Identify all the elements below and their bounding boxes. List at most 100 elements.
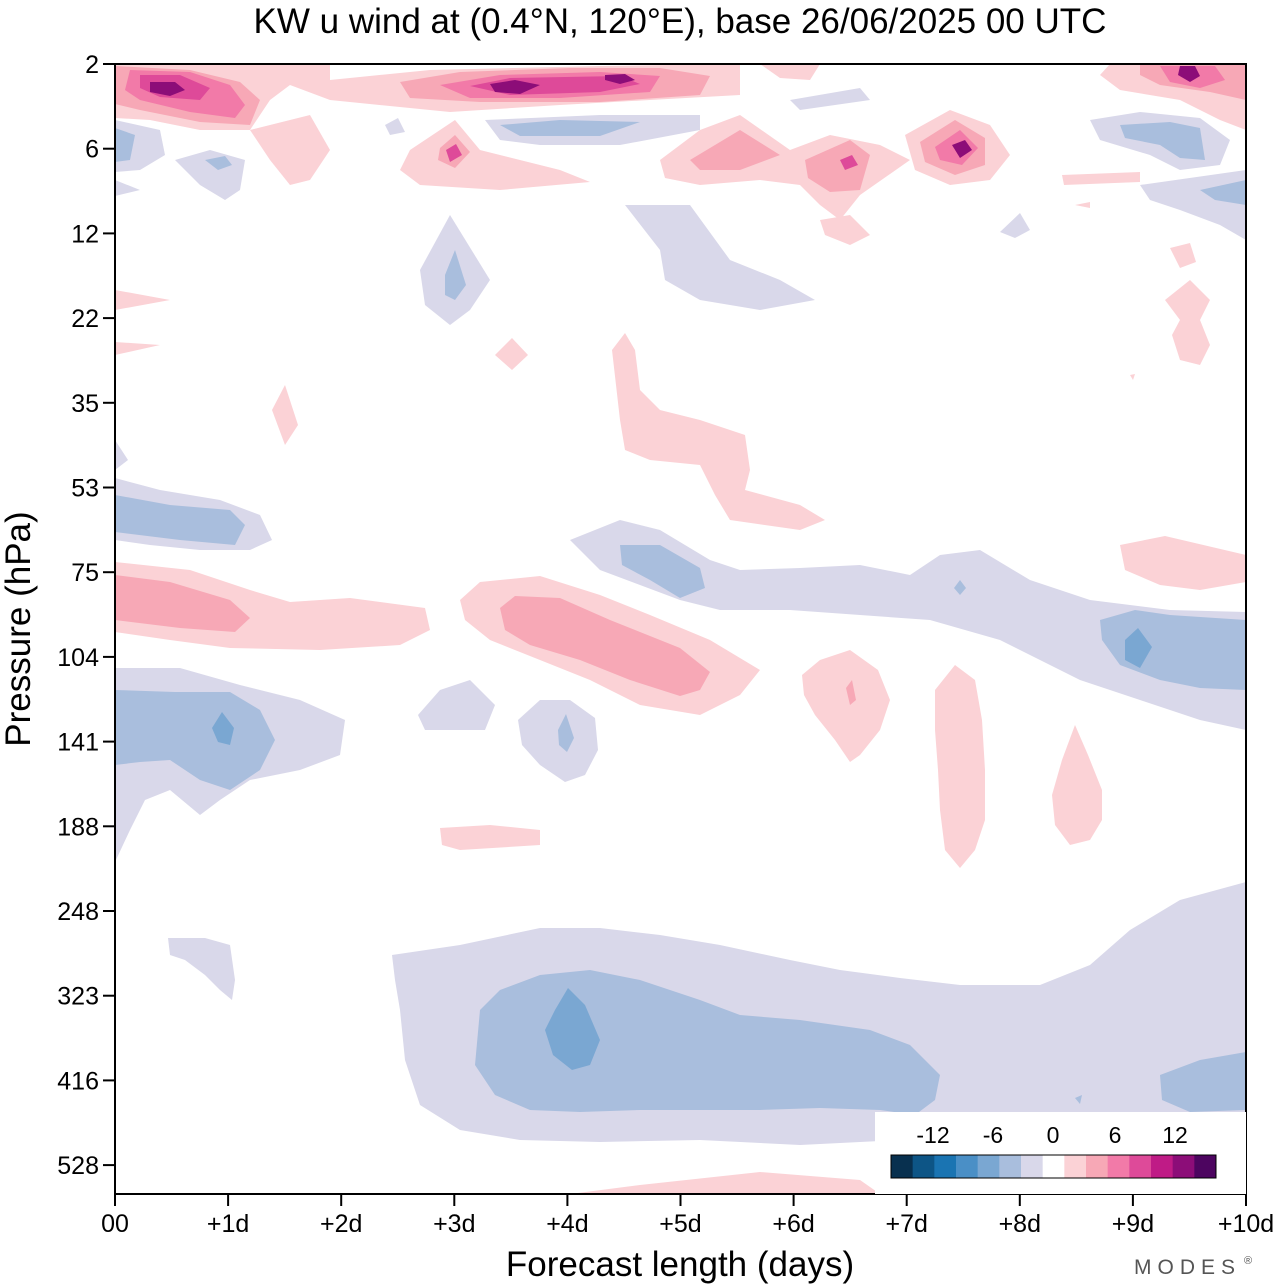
contour-region [1075,202,1090,208]
contour-region [570,520,1246,730]
contour-region [115,440,128,470]
y-tick-label: 35 [71,390,99,418]
colorbar-swatch [1086,1155,1109,1178]
contour-region [935,665,985,868]
contour-region [495,338,528,370]
contour-region [1178,66,1200,82]
contour-region [1160,1052,1246,1112]
x-tick-label: +6d [772,1210,814,1238]
contour-field [115,64,1246,1194]
y-tick-label: 104 [57,644,99,672]
y-tick-label: 53 [71,475,99,503]
colorbar-swatch [1107,1155,1130,1178]
x-tick-label: +10d [1218,1210,1274,1238]
colorbar-swatch [977,1155,1000,1178]
contour-region [400,120,590,190]
contour-region [690,130,780,170]
y-axis: 2 6 12 22 35 53 75 104 141 188 248 323 416 528 [57,51,115,1180]
logo-mark: ® [1244,1255,1252,1267]
colorbar-label: 0 [1047,1122,1060,1148]
contour-region [1120,536,1246,590]
modes-logo: MODES ® [1134,1255,1252,1279]
x-tick-label: +7d [885,1210,927,1238]
y-tick-label: 2 [85,51,99,79]
contour-region [760,64,820,80]
logo-text: MODES [1134,1256,1241,1279]
contour-region [250,115,330,185]
colorbar-swatch [1021,1155,1044,1178]
contour-region [545,988,600,1070]
contour-region [620,545,705,598]
contour-region [625,205,815,310]
colorbar-label: 6 [1109,1122,1122,1148]
colorbar-label: -6 [983,1122,1003,1148]
contour-region [805,140,870,192]
contour-region [115,180,140,196]
contour-region [1052,725,1102,845]
contour-region [272,385,298,445]
contour-region [500,120,640,136]
y-tick-label: 528 [57,1152,99,1180]
colorbar-swatch [1172,1155,1195,1178]
contour-region [1165,280,1210,365]
contour-region [1000,213,1030,238]
contour-region [385,118,405,135]
colorbar-swatch [1129,1155,1152,1178]
contour-region [1062,172,1140,185]
colorbar-swatch [1194,1155,1217,1178]
contour-region [952,140,972,158]
contour-region [790,88,870,110]
contour-region [490,80,540,94]
colorbar-label: -12 [916,1122,949,1148]
contour-region [1125,628,1152,668]
x-axis-label: Forecast length (days) [506,1245,854,1284]
colorbar-legend: -12 -6 0 6 12 [875,1112,1246,1194]
contour-region [115,342,160,355]
contour-region [212,712,234,745]
x-tick-label: +1d [207,1210,249,1238]
contour-region [518,700,598,782]
y-tick-label: 141 [57,729,99,757]
x-tick-label: +5d [659,1210,701,1238]
contour-region [1075,1095,1082,1104]
x-tick-label: +4d [546,1210,588,1238]
contour-region [440,825,540,850]
y-tick-label: 22 [71,305,99,333]
y-tick-label: 12 [71,220,99,248]
contour-region [820,215,870,245]
contour-region [605,74,635,84]
contour-region [570,1172,880,1194]
colorbar-swatch [956,1155,979,1178]
contour-region [446,144,462,162]
colorbar-background [875,1112,1246,1194]
x-tick-label: 00 [101,1210,129,1238]
contour-region [612,333,825,530]
y-tick-label: 188 [57,813,99,841]
colorbar-swatch [1151,1155,1174,1178]
contour-region [802,650,890,762]
colorbar-label: 12 [1162,1122,1188,1148]
contour-region [500,596,710,696]
colorbar-swatch [891,1155,914,1178]
colorbar-swatch [1042,1155,1065,1178]
x-tick-label: +2d [320,1210,362,1238]
y-tick-label: 6 [85,136,99,164]
chart-title: KW u wind at (0.4°N, 120°E), base 26/06/… [254,2,1107,41]
contour-region [115,495,245,545]
contour-region [1120,122,1205,160]
contour-region [115,128,135,162]
y-tick-label: 323 [57,983,99,1011]
y-tick-label: 416 [57,1067,99,1095]
x-axis: 00 +1d +2d +3d +4d +5d +6d +7d +8d +9d +10d [101,1194,1274,1238]
contour-region [1170,243,1196,268]
contour-region [418,680,495,730]
contour-region [846,680,856,705]
colorbar-swatch [1064,1155,1087,1178]
y-tick-label: 248 [57,898,99,926]
contour-region [445,250,466,300]
contour-region [115,290,170,310]
x-tick-label: +3d [433,1210,475,1238]
x-tick-label: +9d [1112,1210,1154,1238]
contour-region [115,690,275,790]
contour-region [558,714,574,752]
